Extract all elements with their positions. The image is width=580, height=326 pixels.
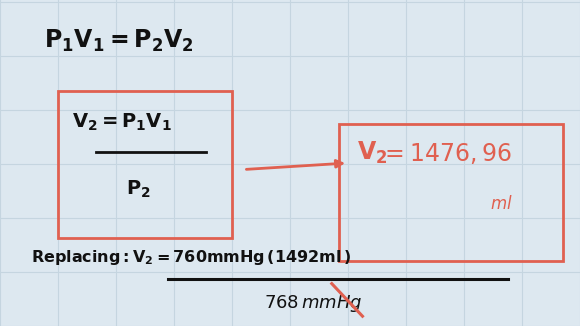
Text: $\mathregular{V_2 = P_1V_1}$: $\mathregular{V_2 = P_1V_1}$ <box>72 111 172 133</box>
Text: $= 1476,96$: $= 1476,96$ <box>380 141 512 166</box>
Text: $768\,mmHg$: $768\,mmHg$ <box>264 293 362 314</box>
Text: $\mathregular{P_2}$: $\mathregular{P_2}$ <box>126 178 151 200</box>
Bar <box>58 91 232 238</box>
Text: $ml$: $ml$ <box>490 195 513 213</box>
Text: $\mathregular{P_1V_1 = P_2V_2}$: $\mathregular{P_1V_1 = P_2V_2}$ <box>44 28 193 54</box>
Text: $\mathregular{Replacing: V_2 = 760mmHg\,(1492ml\,)}$: $\mathregular{Replacing: V_2 = 760mmHg\,… <box>31 248 351 267</box>
Bar <box>339 124 563 261</box>
Text: $\mathregular{V_2}$: $\mathregular{V_2}$ <box>357 140 387 166</box>
